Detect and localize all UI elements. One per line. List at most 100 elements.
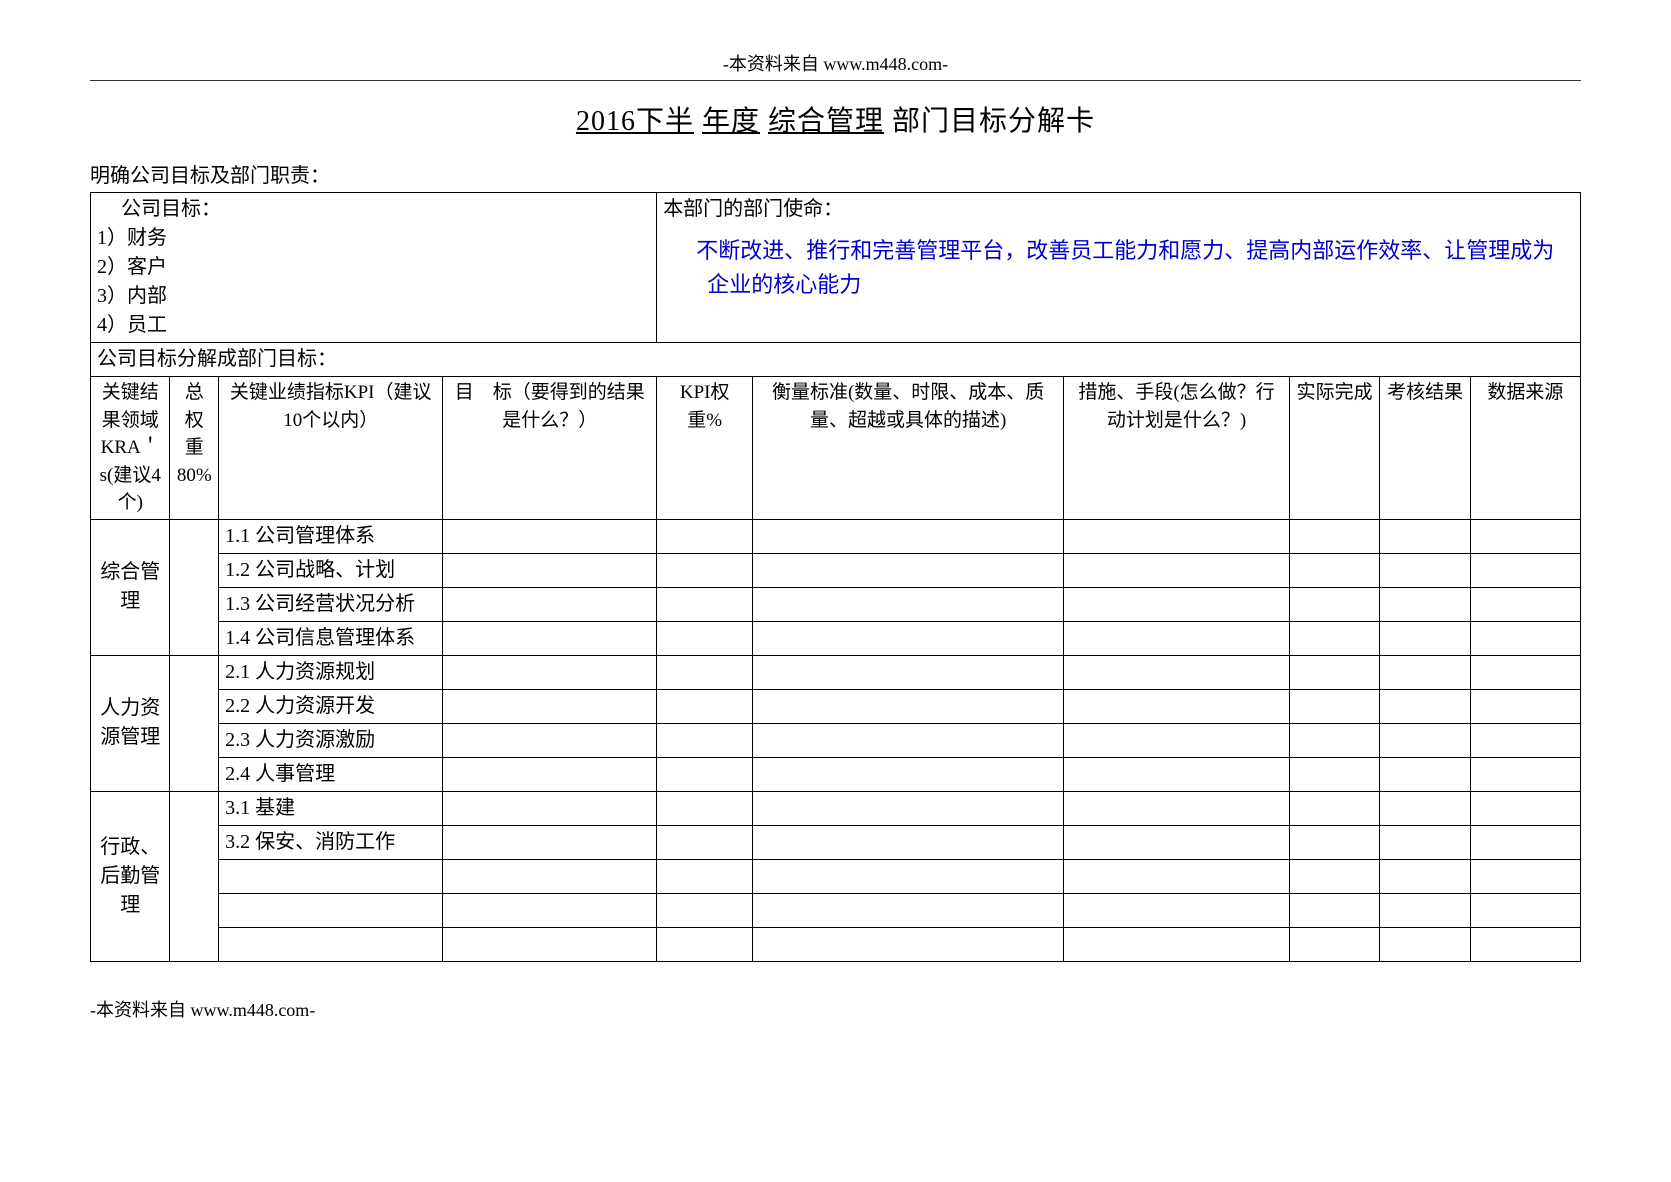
- kpi-weight-cell: [657, 587, 753, 621]
- kpi-cell: 1.1 公司管理体系: [219, 519, 443, 553]
- kpi-cell: [219, 893, 443, 927]
- col-measure-label: 衡量标准(数量、时限、成本、质量、超越或具体的描述): [772, 382, 1044, 431]
- target-cell: [443, 825, 657, 859]
- document-title: 2016下半 年度 综合管理 部门目标分解卡: [90, 99, 1581, 139]
- result-cell: [1380, 655, 1470, 689]
- col-target-label: 目 标（要得到的结果是什么？）: [455, 382, 645, 431]
- measure-cell: [753, 893, 1064, 927]
- company-goals-cell: 公司目标： 1）财务 2）客户 3）内部 4）员工: [91, 193, 657, 343]
- kpi-cell: [219, 927, 443, 961]
- kpi-cell: 1.2 公司战略、计划: [219, 553, 443, 587]
- result-cell: [1380, 553, 1470, 587]
- kpi-weight-cell: [657, 859, 753, 893]
- target-cell: [443, 859, 657, 893]
- actual-cell: [1289, 791, 1379, 825]
- kpi-cell: 3.2 保安、消防工作: [219, 825, 443, 859]
- kpi-cell: 2.1 人力资源规划: [219, 655, 443, 689]
- action-cell: [1063, 519, 1289, 553]
- target-cell: [443, 689, 657, 723]
- kpi-cell: 2.3 人力资源激励: [219, 723, 443, 757]
- column-header-row: 关键结果领域KRA＇s(建议4个) 总权重80% 关键业绩指标KPI（建议10个…: [91, 377, 1581, 520]
- kra-name-cell: 人力资源管理: [91, 655, 170, 791]
- result-cell: [1380, 927, 1470, 961]
- kpi-cell: 2.2 人力资源开发: [219, 689, 443, 723]
- col-measure: 衡量标准(数量、时限、成本、质量、超越或具体的描述): [753, 377, 1064, 520]
- table-row: 人力资源管理2.1 人力资源规划: [91, 655, 1581, 689]
- table-row: 2.2 人力资源开发: [91, 689, 1581, 723]
- actual-cell: [1289, 655, 1379, 689]
- col-actual-label: 实际完成: [1297, 382, 1373, 403]
- title-year: 2016下半: [576, 106, 694, 137]
- table-row: [91, 927, 1581, 961]
- source-cell: [1470, 757, 1580, 791]
- col-kpi-label: 关键业绩指标KPI（建议10个以内）: [230, 382, 432, 431]
- action-cell: [1063, 825, 1289, 859]
- result-cell: [1380, 621, 1470, 655]
- col-kpi-weight: KPI权重%: [657, 377, 753, 520]
- measure-cell: [753, 723, 1064, 757]
- mission-body: 不断改进、推行和完善管理平台，改善员工能力和愿力、提高内部运作效率、让管理成为企…: [663, 234, 1574, 302]
- action-cell: [1063, 757, 1289, 791]
- measure-cell: [753, 791, 1064, 825]
- measure-cell: [753, 553, 1064, 587]
- table-row: 2.3 人力资源激励: [91, 723, 1581, 757]
- kpi-cell: 2.4 人事管理: [219, 757, 443, 791]
- target-cell: [443, 519, 657, 553]
- col-source-label: 数据来源: [1487, 382, 1563, 403]
- col-kpi-weight-label: KPI权重%: [680, 382, 730, 431]
- table-row: 综合管理1.1 公司管理体系: [91, 519, 1581, 553]
- kra-name-cell: 行政、后勤管理: [91, 791, 170, 961]
- result-cell: [1380, 689, 1470, 723]
- kpi-cell: [219, 859, 443, 893]
- actual-cell: [1289, 757, 1379, 791]
- col-target: 目 标（要得到的结果是什么？）: [443, 377, 657, 520]
- action-cell: [1063, 689, 1289, 723]
- action-cell: [1063, 655, 1289, 689]
- col-kra-label: 关键结果领域KRA＇s(建议4个): [100, 382, 161, 513]
- table-row: 1.2 公司战略、计划: [91, 553, 1581, 587]
- mission-cell: 本部门的部门使命： 不断改进、推行和完善管理平台，改善员工能力和愿力、提高内部运…: [657, 193, 1581, 343]
- target-cell: [443, 893, 657, 927]
- result-cell: [1380, 893, 1470, 927]
- company-goal-item: 2）客户: [97, 253, 650, 282]
- section-bar-row: 公司目标分解成部门目标：: [91, 343, 1581, 377]
- result-cell: [1380, 859, 1470, 893]
- kra-weight-cell: [170, 519, 219, 655]
- source-cell: [1470, 859, 1580, 893]
- mission-heading: 本部门的部门使命：: [663, 195, 1574, 224]
- kpi-weight-cell: [657, 757, 753, 791]
- action-cell: [1063, 791, 1289, 825]
- col-result: 考核结果: [1380, 377, 1470, 520]
- company-goal-item: 3）内部: [97, 282, 650, 311]
- col-action: 措施、手段(怎么做？行动计划是什么？): [1063, 377, 1289, 520]
- actual-cell: [1289, 519, 1379, 553]
- col-actual: 实际完成: [1289, 377, 1379, 520]
- kpi-cell: 1.4 公司信息管理体系: [219, 621, 443, 655]
- source-cell: [1470, 927, 1580, 961]
- company-goal-item: 1）财务: [97, 224, 650, 253]
- target-cell: [443, 723, 657, 757]
- action-cell: [1063, 859, 1289, 893]
- action-cell: [1063, 621, 1289, 655]
- action-cell: [1063, 553, 1289, 587]
- action-cell: [1063, 893, 1289, 927]
- target-cell: [443, 655, 657, 689]
- target-cell: [443, 553, 657, 587]
- table-row: [91, 893, 1581, 927]
- kpi-weight-cell: [657, 723, 753, 757]
- actual-cell: [1289, 553, 1379, 587]
- source-cell: [1470, 655, 1580, 689]
- source-cell: [1470, 553, 1580, 587]
- actual-cell: [1289, 621, 1379, 655]
- col-action-label: 措施、手段(怎么做？行动计划是什么？): [1078, 382, 1274, 431]
- kpi-weight-cell: [657, 655, 753, 689]
- col-result-label: 考核结果: [1387, 382, 1463, 403]
- table-row: 1.4 公司信息管理体系: [91, 621, 1581, 655]
- company-goal-item: 4）员工: [97, 311, 650, 340]
- target-cell: [443, 587, 657, 621]
- subtitle: 明确公司目标及部门职责：: [90, 159, 1581, 188]
- result-cell: [1380, 757, 1470, 791]
- result-cell: [1380, 825, 1470, 859]
- actual-cell: [1289, 825, 1379, 859]
- measure-cell: [753, 655, 1064, 689]
